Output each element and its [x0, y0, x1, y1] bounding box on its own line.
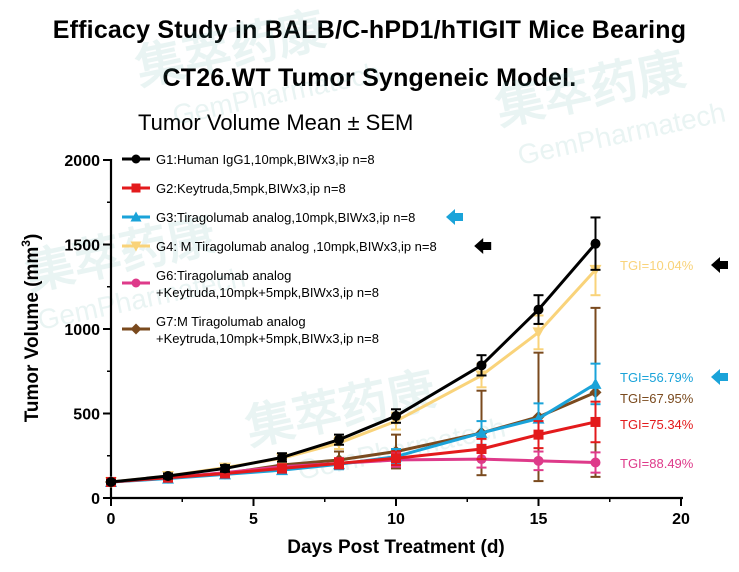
data-point — [277, 452, 287, 463]
chart-title-line-2: CT26.WT Tumor Syngeneic Model. — [162, 64, 577, 92]
data-point — [391, 453, 401, 464]
legend-label-line: G6:Tiragolumab analog — [156, 268, 291, 283]
y-axis-label: Tumor Volume (mm3) — [19, 234, 43, 423]
legend-label: G4: M Tiragolumab analog ,10mpk,BIWx3,ip… — [156, 239, 437, 254]
legend-label: G3:Tiragolumab analog,10mpk,BIWx3,ip n=8 — [156, 210, 415, 225]
y-tick-label: 0 — [91, 491, 100, 508]
tgi-label: TGI=88.49% — [620, 456, 694, 471]
tgi-arrow-icon — [711, 257, 728, 273]
y-tick-label: 500 — [73, 407, 100, 424]
data-point — [589, 377, 602, 389]
y-tick-label: 1000 — [64, 322, 100, 339]
legend-label-line: G7:M Tiragolumab analog — [156, 314, 306, 329]
y-axis-label-main: Tumor Volume (mm — [22, 247, 43, 423]
tgi-label: TGI=56.79% — [620, 370, 694, 385]
data-point — [476, 443, 487, 454]
x-tick-label: 15 — [530, 511, 548, 528]
x-tick-label: 5 — [249, 511, 258, 528]
legend-label-line: G3:Tiragolumab analog,10mpk,BIWx3,ip n=8 — [156, 210, 415, 225]
y-tick-label: 1500 — [64, 238, 100, 255]
legend-marker — [131, 183, 141, 193]
legend-arrow-icon — [474, 238, 492, 254]
legend-marker — [130, 211, 142, 222]
chart-subtitle: Tumor Volume Mean ± SEM — [138, 110, 414, 135]
x-tick-label: 10 — [387, 511, 405, 528]
data-point — [334, 434, 344, 445]
data-point — [590, 416, 601, 427]
legend-marker — [131, 278, 141, 288]
data-point — [533, 455, 544, 466]
data-point — [475, 426, 488, 438]
legend-label: G6:Tiragolumab analog +Keytruda,10mpk+5mp… — [156, 268, 379, 300]
tgi-label: TGI=75.34% — [620, 417, 694, 432]
data-point — [476, 360, 487, 371]
legend-label: G2:Keytruda,5mpk,BIWx3,ip n=8 — [156, 181, 346, 196]
x-tick-label: 20 — [672, 511, 690, 528]
legend-label-line: +Keytruda,10mpk+5mpk,BIWx3,ip n=8 — [156, 331, 379, 346]
legend-label-line: +Keytruda,10mpk+5mpk,BIWx3,ip n=8 — [156, 285, 379, 300]
legend-marker — [130, 241, 142, 252]
legend-label: G7:M Tiragolumab analog +Keytruda,10mpk+5… — [156, 314, 379, 346]
data-point — [532, 327, 545, 339]
chart-title-line-1: Efficacy Study in BALB/C-hPD1/hTIGIT Mic… — [52, 16, 687, 44]
data-point — [220, 463, 230, 474]
data-point — [163, 471, 173, 482]
legend-label: G1:Human IgG1,10mpk,BIWx3,ip n=8 — [156, 152, 375, 167]
data-point — [533, 429, 544, 440]
data-point — [220, 468, 230, 479]
series-g1 — [106, 216, 601, 487]
data-point — [391, 411, 401, 422]
data-point — [106, 476, 116, 487]
legend-marker — [131, 154, 141, 164]
data-point — [334, 458, 344, 469]
legend-label-line: G2:Keytruda,5mpk,BIWx3,ip n=8 — [156, 181, 346, 196]
legend-label-line: G4: M Tiragolumab analog ,10mpk,BIWx3,ip… — [156, 239, 437, 254]
data-point — [590, 457, 601, 468]
tgi-label: TGI=10.04% — [620, 258, 694, 273]
legend-marker — [130, 323, 142, 335]
data-point — [533, 304, 544, 315]
data-point — [277, 463, 287, 474]
data-point — [590, 238, 601, 249]
x-axis-label: Days Post Treatment (d) — [287, 537, 505, 558]
y-axis-label-superscript: 3 — [19, 240, 33, 247]
y-axis-label-close: ) — [22, 234, 43, 240]
legend-arrow-icon — [446, 209, 463, 225]
x-tick-label: 0 — [107, 511, 116, 528]
tgi-arrow-icon — [711, 369, 728, 385]
y-tick-label: 2000 — [64, 153, 100, 170]
legend-label-line: G1:Human IgG1,10mpk,BIWx3,ip n=8 — [156, 152, 375, 167]
tgi-label: TGI=67.95% — [620, 391, 694, 406]
